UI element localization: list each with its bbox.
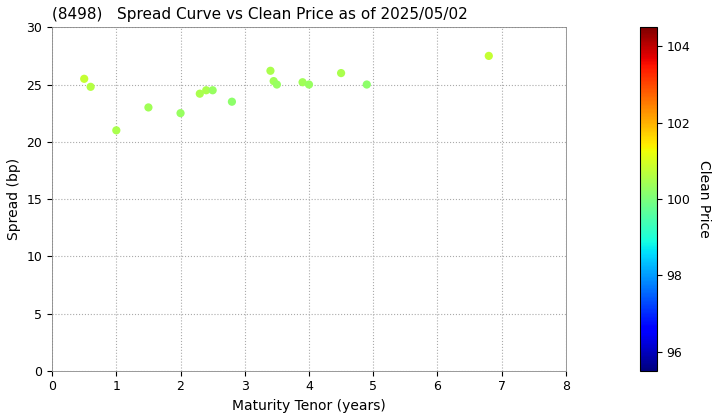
Point — [143, 104, 154, 111]
Point — [303, 81, 315, 88]
Point — [78, 76, 90, 82]
Point — [200, 87, 212, 94]
X-axis label: Maturity Tenor (years): Maturity Tenor (years) — [232, 399, 386, 413]
Text: (8498)   Spread Curve vs Clean Price as of 2025/05/02: (8498) Spread Curve vs Clean Price as of… — [52, 7, 468, 22]
Point — [271, 81, 283, 88]
Y-axis label: Clean Price: Clean Price — [698, 160, 711, 238]
Point — [194, 90, 206, 97]
Y-axis label: Spread (bp): Spread (bp) — [7, 158, 21, 240]
Point — [111, 127, 122, 134]
Point — [483, 52, 495, 59]
Point — [297, 79, 308, 86]
Point — [226, 98, 238, 105]
Point — [336, 70, 347, 76]
Point — [265, 68, 276, 74]
Point — [207, 87, 218, 94]
Point — [268, 78, 279, 84]
Point — [361, 81, 372, 88]
Point — [175, 110, 186, 116]
Point — [85, 84, 96, 90]
